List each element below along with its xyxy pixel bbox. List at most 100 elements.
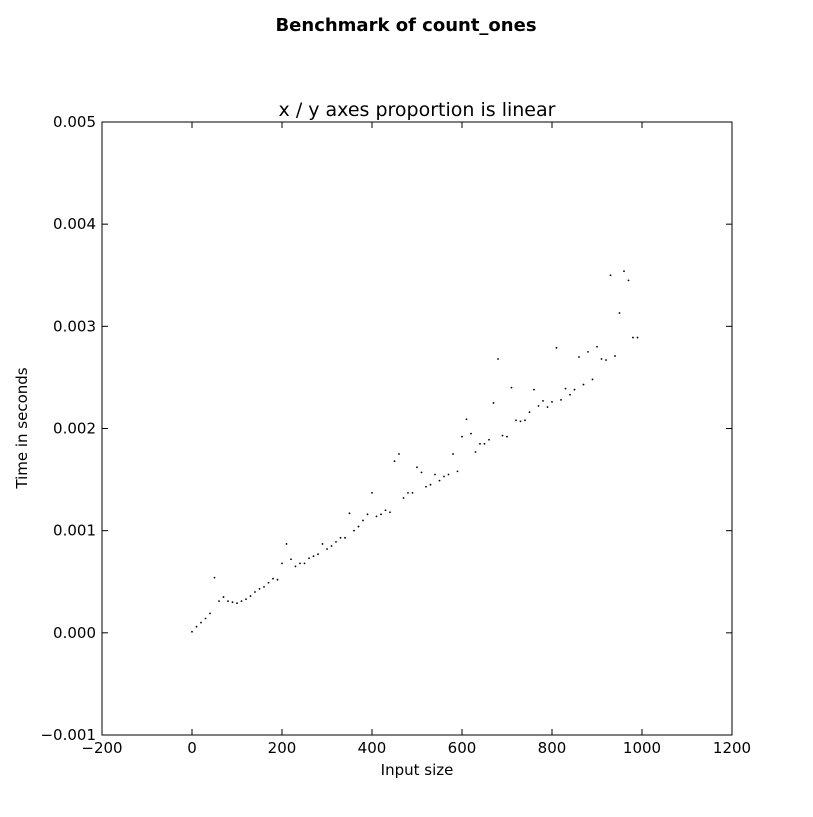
data-point bbox=[519, 420, 522, 423]
data-point bbox=[366, 513, 369, 516]
data-point bbox=[200, 621, 202, 624]
data-point bbox=[542, 400, 544, 402]
data-point bbox=[425, 485, 427, 488]
data-point bbox=[429, 483, 432, 486]
x-tick-label: 200 bbox=[268, 739, 297, 757]
data-point bbox=[339, 536, 342, 539]
chart-title: x / y axes proportion is linear bbox=[279, 99, 556, 121]
data-point bbox=[348, 512, 351, 515]
data-point bbox=[483, 442, 486, 445]
y-tick-label: 0.005 bbox=[53, 113, 96, 131]
data-point bbox=[371, 491, 373, 494]
plot-area-frame bbox=[101, 121, 733, 736]
data-point bbox=[407, 491, 409, 494]
data-point bbox=[452, 453, 454, 455]
data-point bbox=[249, 595, 252, 597]
y-tick-label: −0.001 bbox=[40, 726, 96, 744]
data-point bbox=[515, 419, 517, 422]
data-point bbox=[213, 576, 216, 579]
data-point bbox=[501, 434, 504, 437]
data-point bbox=[411, 491, 414, 494]
data-point bbox=[564, 387, 567, 390]
data-point bbox=[393, 460, 396, 463]
data-point bbox=[510, 386, 513, 389]
data-point bbox=[596, 345, 598, 348]
data-point bbox=[524, 419, 526, 422]
data-point bbox=[488, 438, 490, 441]
data-point bbox=[263, 585, 265, 588]
data-point bbox=[357, 525, 360, 528]
data-point bbox=[312, 555, 315, 558]
data-point bbox=[474, 451, 477, 453]
data-point bbox=[294, 565, 297, 568]
x-axis-label: Input size bbox=[381, 761, 454, 779]
data-point bbox=[218, 600, 220, 603]
data-point bbox=[623, 270, 625, 273]
data-point bbox=[344, 536, 346, 539]
y-axis-label: Time in seconds bbox=[13, 367, 31, 489]
data-point bbox=[578, 356, 580, 358]
data-points bbox=[191, 270, 639, 633]
data-point bbox=[582, 383, 585, 386]
data-point bbox=[461, 435, 463, 438]
data-point bbox=[627, 279, 630, 282]
data-point bbox=[492, 402, 495, 404]
data-point bbox=[380, 513, 382, 516]
data-point bbox=[290, 558, 292, 561]
data-point bbox=[308, 557, 310, 560]
y-tick-label: 0.002 bbox=[53, 420, 96, 438]
data-point bbox=[456, 470, 459, 473]
data-point bbox=[303, 562, 306, 565]
data-point bbox=[375, 515, 378, 518]
data-point bbox=[236, 602, 238, 605]
data-point bbox=[254, 591, 256, 593]
data-point bbox=[245, 598, 247, 601]
data-point bbox=[636, 336, 639, 339]
x-tick-label: 1000 bbox=[623, 739, 661, 757]
y-axis: −0.001 0.000 0.001 0.002 0.003 0.004 0.005 bbox=[40, 113, 732, 744]
data-point bbox=[618, 312, 621, 314]
x-tick-label: 1200 bbox=[713, 739, 751, 757]
data-point bbox=[191, 630, 193, 633]
data-point bbox=[231, 601, 234, 604]
data-point bbox=[276, 578, 279, 581]
data-point bbox=[362, 519, 364, 522]
data-point bbox=[573, 388, 576, 391]
data-point bbox=[222, 596, 225, 598]
chart-suptitle: Benchmark of count_ones bbox=[275, 15, 536, 36]
data-point bbox=[434, 473, 436, 476]
data-point bbox=[209, 612, 211, 615]
data-point bbox=[587, 350, 589, 353]
data-point bbox=[560, 398, 562, 401]
data-point bbox=[533, 388, 535, 391]
data-point bbox=[470, 432, 472, 435]
data-point bbox=[285, 543, 288, 545]
data-point bbox=[389, 511, 391, 514]
y-tick-label: 0.001 bbox=[53, 522, 96, 540]
x-tick-label: 0 bbox=[187, 739, 197, 757]
data-point bbox=[267, 581, 270, 584]
data-point bbox=[195, 625, 198, 628]
x-tick-label: 400 bbox=[358, 739, 387, 757]
data-point bbox=[537, 405, 540, 407]
x-axis: −200 0 200 400 600 800 1000 1200 bbox=[81, 122, 751, 757]
data-point bbox=[416, 466, 418, 469]
data-point bbox=[420, 471, 423, 474]
data-point bbox=[614, 355, 616, 357]
data-point bbox=[465, 418, 468, 421]
y-tick-label: 0.003 bbox=[53, 317, 96, 335]
data-point bbox=[227, 600, 229, 603]
data-point bbox=[591, 378, 594, 381]
x-tick-label: 800 bbox=[538, 739, 567, 757]
data-point bbox=[438, 479, 441, 482]
data-point bbox=[443, 475, 445, 478]
data-point bbox=[555, 346, 558, 349]
x-tick-label: −200 bbox=[81, 739, 122, 757]
data-point bbox=[551, 401, 553, 403]
data-point bbox=[569, 393, 571, 396]
data-point bbox=[632, 336, 634, 339]
data-point bbox=[600, 358, 603, 360]
data-point bbox=[326, 548, 328, 550]
data-point bbox=[546, 406, 549, 408]
